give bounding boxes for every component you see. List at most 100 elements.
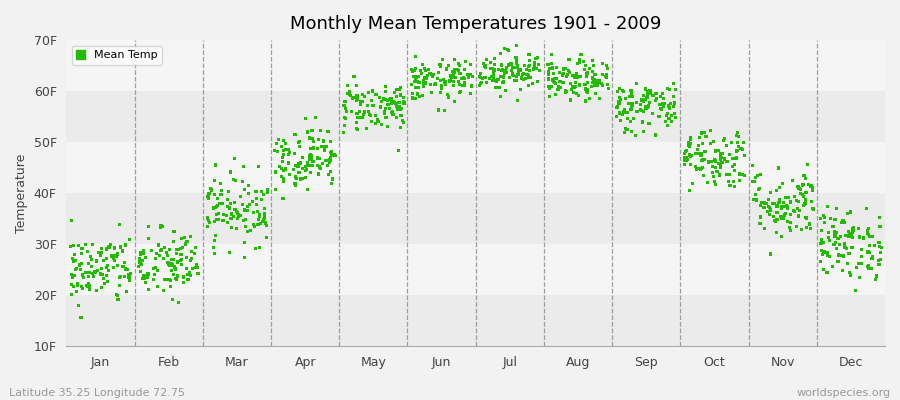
Point <box>378 105 392 112</box>
Point <box>437 80 452 86</box>
Point <box>636 99 651 105</box>
Point <box>490 78 504 85</box>
Point <box>148 250 163 256</box>
Point <box>637 96 652 103</box>
Point <box>495 80 509 86</box>
Point <box>206 205 220 211</box>
Point <box>109 253 123 260</box>
Point <box>621 116 635 122</box>
Point <box>815 252 830 258</box>
Point <box>613 98 627 105</box>
Point <box>372 118 386 125</box>
Point <box>221 188 236 195</box>
Point <box>624 118 638 124</box>
Point <box>393 92 408 98</box>
Point <box>626 102 640 108</box>
Point <box>835 267 850 273</box>
Point <box>177 234 192 240</box>
Point <box>560 71 574 77</box>
Point <box>185 265 200 272</box>
Point <box>326 176 340 182</box>
Point <box>224 215 238 222</box>
Point <box>323 155 338 161</box>
Point <box>362 90 376 96</box>
Point <box>776 216 790 222</box>
Point <box>873 256 887 262</box>
Point <box>444 73 458 80</box>
Point <box>727 168 742 174</box>
Point <box>370 117 384 123</box>
Point <box>412 80 427 86</box>
Point <box>359 125 374 131</box>
Point <box>522 62 536 69</box>
Point <box>587 82 601 89</box>
Point <box>516 72 530 78</box>
Point <box>805 187 819 194</box>
Point <box>545 77 560 83</box>
Point <box>457 66 472 73</box>
Point <box>465 74 480 80</box>
Point <box>723 182 737 188</box>
Point <box>460 71 474 78</box>
Point <box>830 205 844 211</box>
Point <box>573 74 588 80</box>
Point <box>645 110 660 117</box>
Point <box>306 158 320 164</box>
Point <box>771 165 786 171</box>
Point <box>434 84 448 91</box>
Point <box>410 78 425 85</box>
Point <box>499 87 513 94</box>
Point <box>634 107 648 113</box>
Point <box>257 205 272 212</box>
Point <box>416 83 430 90</box>
Point <box>769 219 783 225</box>
Point <box>137 275 151 282</box>
Point <box>566 73 580 79</box>
Point <box>316 160 330 166</box>
Bar <box>67 91 885 142</box>
Point <box>813 216 827 222</box>
Point <box>855 253 869 260</box>
Point <box>325 153 339 159</box>
Point <box>735 146 750 153</box>
Point <box>464 71 478 78</box>
Point <box>443 73 457 79</box>
Point <box>861 265 876 271</box>
Point <box>508 78 522 84</box>
Point <box>798 176 813 182</box>
Point <box>464 90 478 97</box>
Point <box>252 214 266 220</box>
Point <box>406 67 420 74</box>
Point <box>738 153 752 159</box>
Point <box>457 83 472 89</box>
Point <box>411 84 426 90</box>
Point <box>760 208 775 215</box>
Point <box>600 82 615 88</box>
Point <box>514 67 528 74</box>
Point <box>861 248 876 255</box>
Point <box>720 172 734 178</box>
Point <box>585 75 599 81</box>
Point <box>171 272 185 278</box>
Point <box>841 210 855 216</box>
Point <box>123 270 138 277</box>
Point <box>121 266 135 273</box>
Point <box>96 257 111 264</box>
Point <box>181 276 195 283</box>
Point <box>513 66 527 73</box>
Point <box>133 261 148 268</box>
Point <box>170 274 184 280</box>
Point <box>521 73 535 79</box>
Point <box>541 76 555 82</box>
Point <box>780 205 795 212</box>
Point <box>446 68 460 74</box>
Point <box>220 196 235 202</box>
Point <box>552 70 566 76</box>
Point <box>260 186 274 193</box>
Point <box>312 155 327 162</box>
Point <box>681 142 696 149</box>
Point <box>496 79 510 85</box>
Point <box>310 155 325 161</box>
Point <box>762 204 777 210</box>
Point <box>753 202 768 209</box>
